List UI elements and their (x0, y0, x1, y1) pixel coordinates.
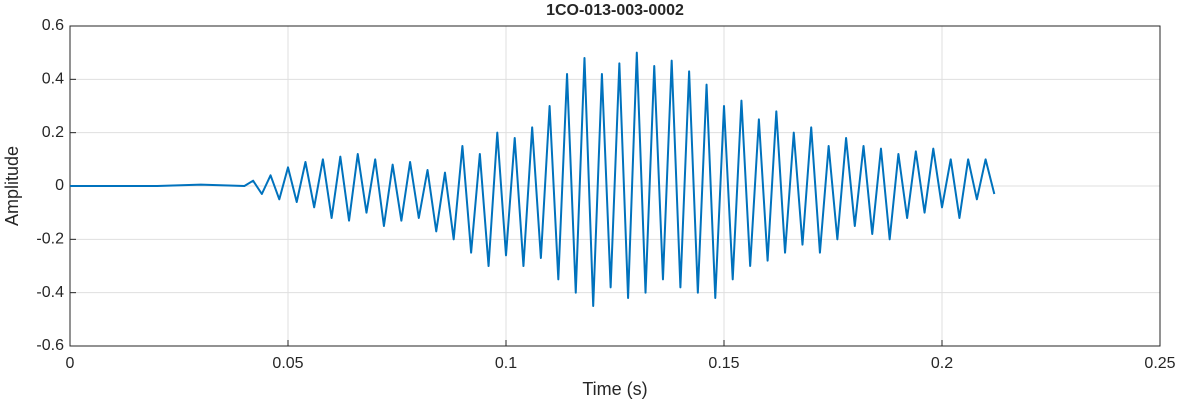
y-tick-label: -0.4 (36, 284, 64, 301)
x-tick-label: 0 (66, 355, 75, 372)
y-tick-label: 0 (55, 177, 64, 194)
x-axis-label: Time (s) (582, 379, 647, 399)
x-tick-label: 0.2 (931, 355, 953, 372)
chart-title: 1CO-013-003-0002 (546, 2, 684, 19)
waveform-line (70, 51, 996, 307)
y-tick-label: -0.2 (36, 231, 64, 248)
y-tick-label: 0.4 (42, 71, 64, 88)
x-tick-label: 0.1 (495, 355, 517, 372)
y-tick-label: -0.6 (36, 337, 64, 354)
y-axis-label: Amplitude (2, 146, 22, 226)
x-tick-label: 0.05 (272, 355, 303, 372)
x-tick-label: 0.25 (1144, 355, 1175, 372)
y-tick-label: 0.2 (42, 124, 64, 141)
x-tick-label: 0.15 (708, 355, 739, 372)
y-tick-label: 0.6 (42, 17, 64, 34)
